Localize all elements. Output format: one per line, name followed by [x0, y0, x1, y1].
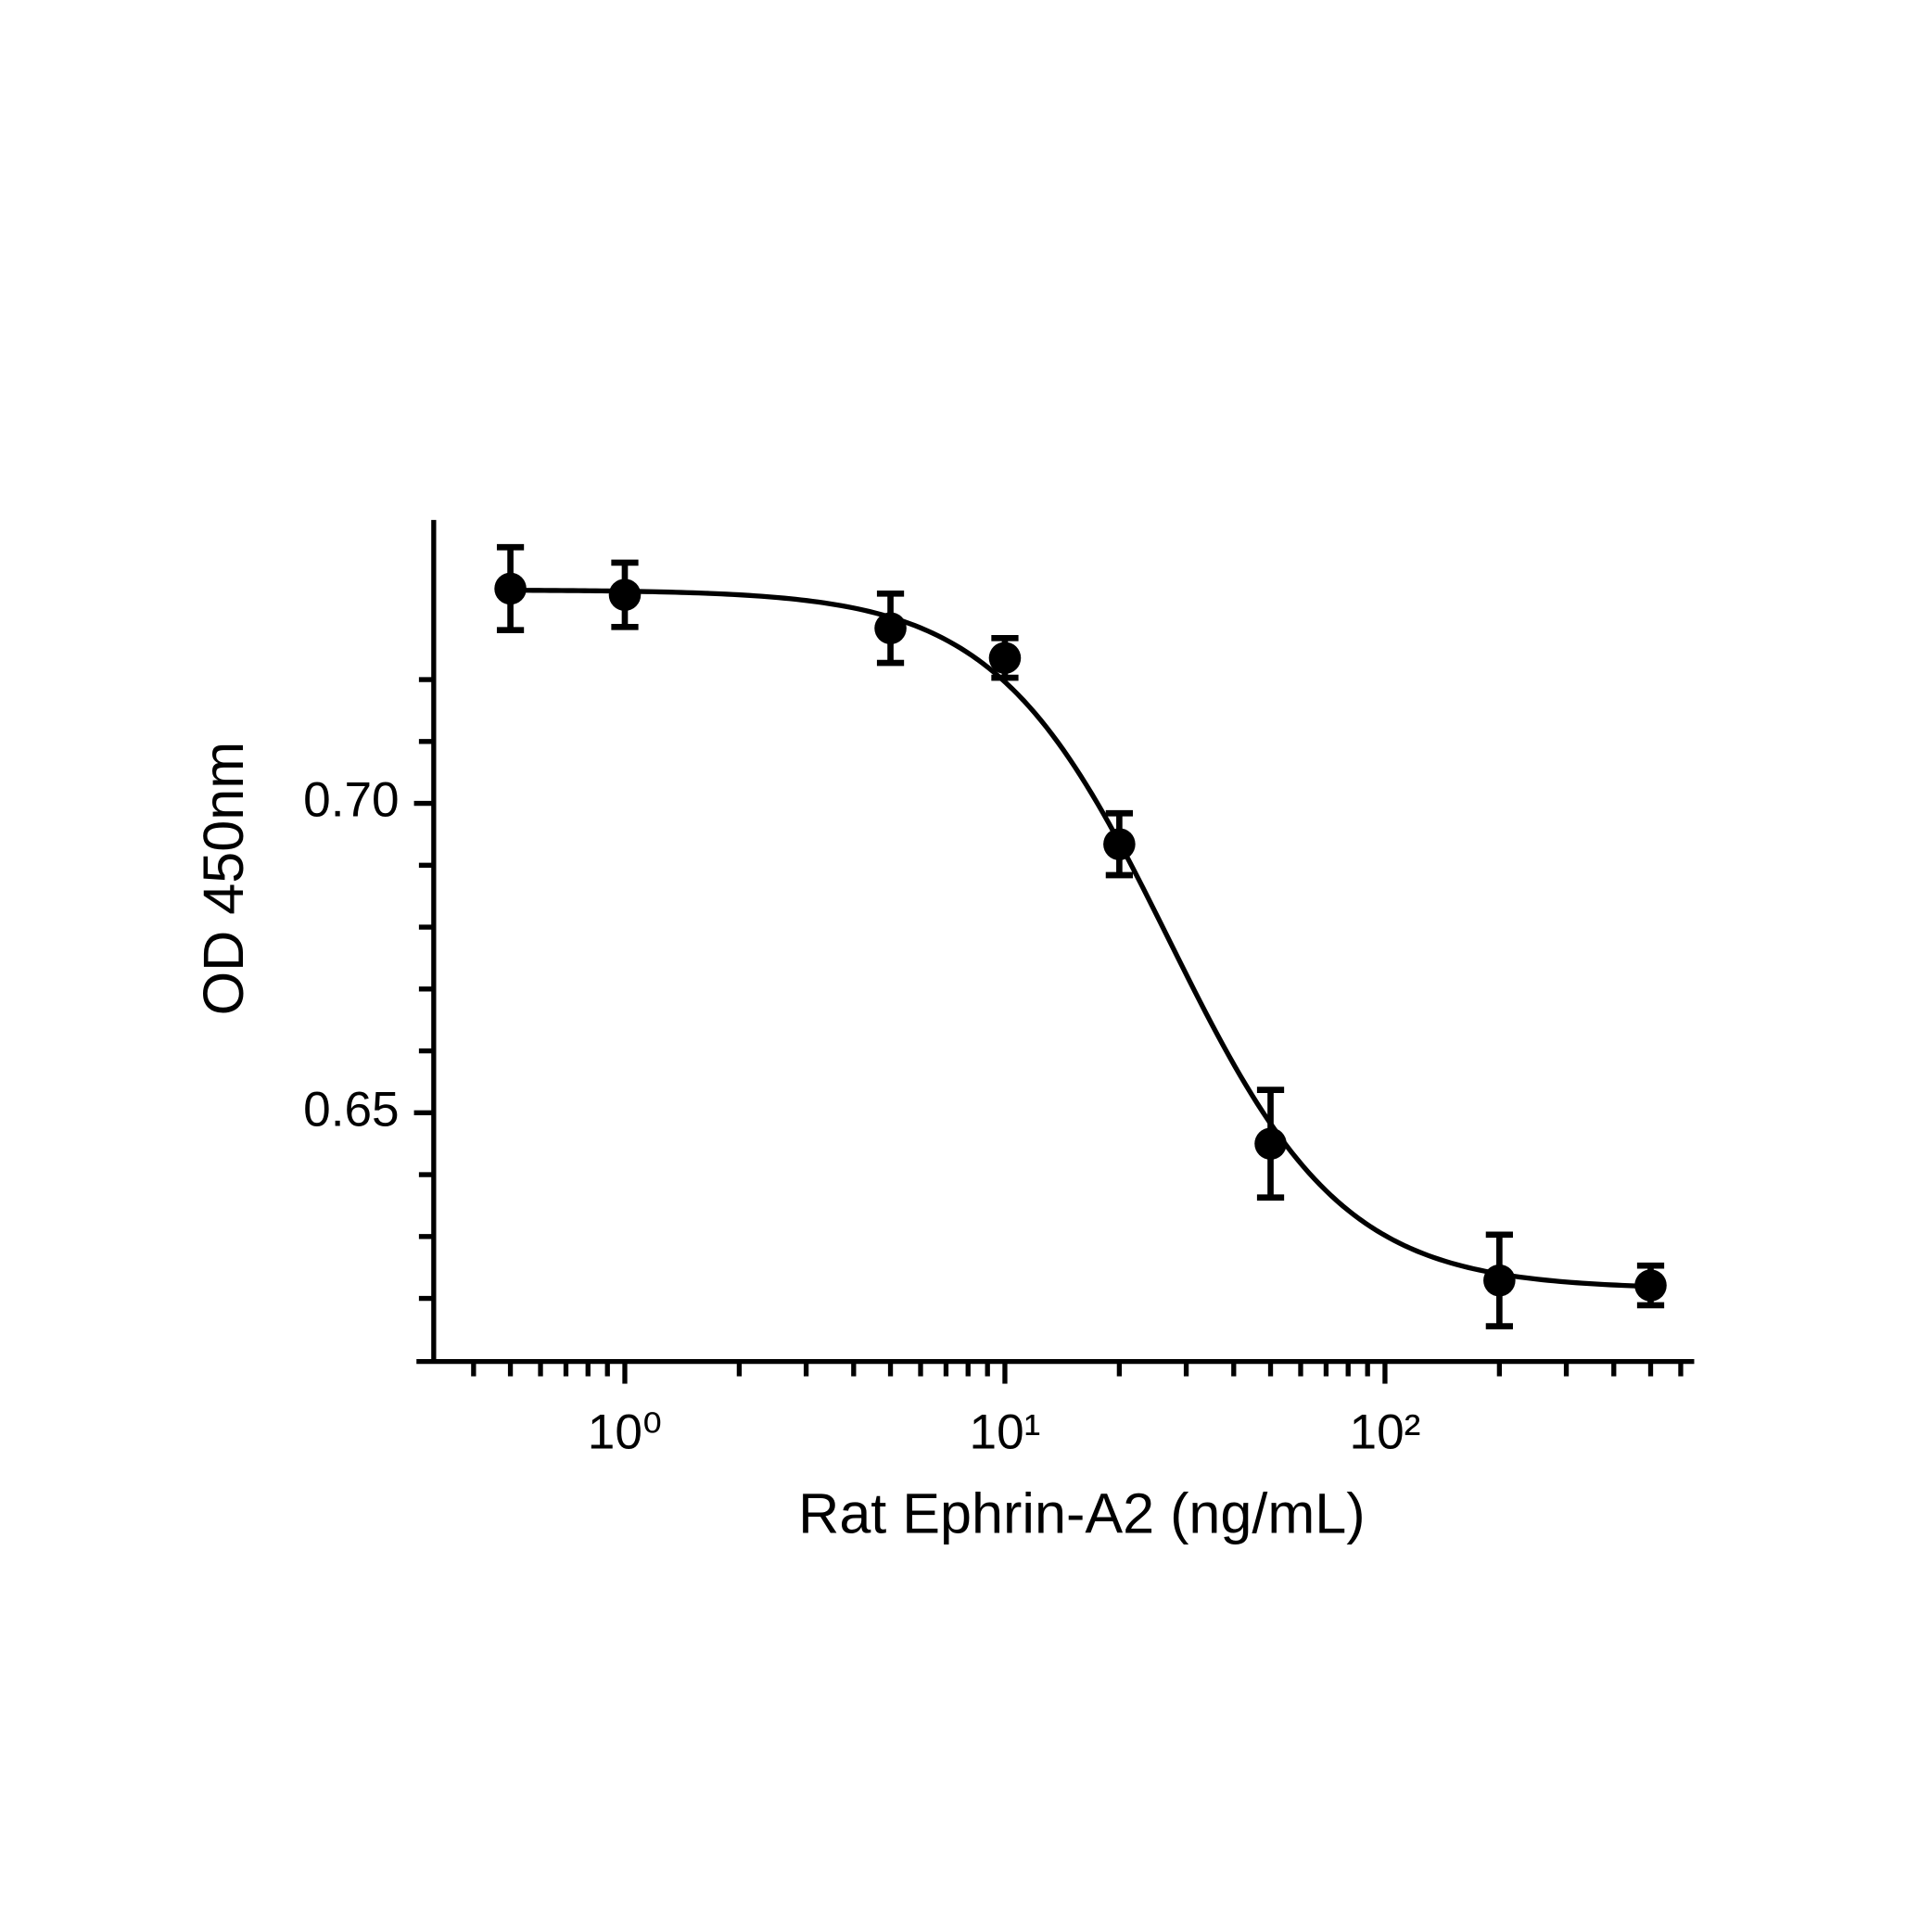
- data-point: [1483, 1264, 1516, 1297]
- x-tick-label: 10⁰: [588, 1405, 662, 1459]
- data-point: [1103, 828, 1136, 860]
- y-tick-label: 0.65: [303, 1082, 399, 1137]
- data-point: [874, 612, 907, 644]
- y-axis-title: OD 450nm: [192, 742, 255, 1016]
- data-point: [1634, 1269, 1667, 1302]
- data-point: [1254, 1127, 1287, 1160]
- fit-curve: [510, 588, 1651, 1290]
- y-tick-label: 0.70: [303, 773, 399, 828]
- data-point: [494, 572, 527, 605]
- x-tick-label: 10²: [1350, 1405, 1421, 1459]
- x-axis-title: Rat Ephrin-A2 (ng/mL): [798, 1482, 1365, 1545]
- data-point: [988, 642, 1022, 674]
- data-point: [608, 578, 642, 611]
- x-tick-label: 10¹: [970, 1405, 1041, 1459]
